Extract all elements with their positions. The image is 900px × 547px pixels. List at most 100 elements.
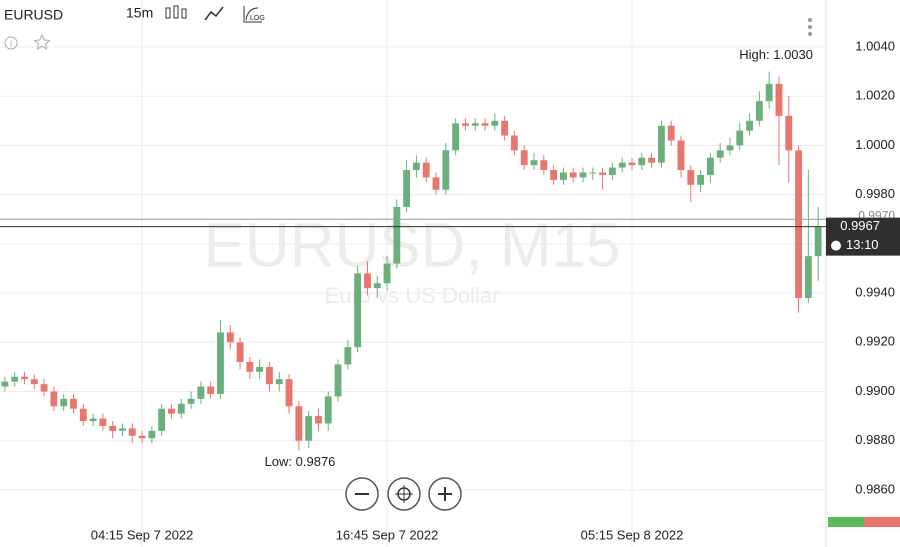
candle-body (608, 167, 616, 175)
indicator-icon[interactable] (204, 6, 224, 21)
candle-body (364, 273, 371, 289)
candle-body (755, 101, 763, 121)
candle-body (461, 123, 469, 126)
candle-body (266, 366, 273, 385)
candle-body (1, 381, 9, 387)
candle-body (119, 428, 126, 431)
buy-bar (828, 517, 864, 527)
svg-text:LOG: LOG (250, 15, 265, 22)
candle-body (452, 123, 460, 151)
chart-type-icon[interactable] (165, 5, 187, 19)
y-tick-label: 0.9880 (855, 432, 895, 447)
info-icon[interactable] (4, 36, 18, 50)
candle-body (638, 157, 646, 166)
candle-body (383, 263, 391, 284)
candle-body (677, 140, 685, 171)
candle-body (775, 83, 783, 116)
candle-body (697, 174, 705, 185)
candle-body (148, 430, 156, 439)
candle-body (324, 396, 332, 424)
candle-body (275, 379, 283, 385)
candle-body (765, 83, 773, 102)
symbol[interactable]: EURUSD (4, 7, 63, 23)
candle-body (256, 366, 264, 372)
candle-body (217, 332, 224, 394)
current-price-label: 0.9967 (840, 218, 880, 233)
candle-body (569, 172, 577, 178)
candle-body (128, 428, 136, 436)
candle-body (481, 123, 489, 126)
candle-body (295, 406, 303, 441)
candle-body (618, 162, 626, 168)
reset-zoom[interactable] (387, 477, 421, 511)
candle-body (177, 403, 185, 414)
grid (0, 0, 826, 547)
candle-body (403, 170, 411, 207)
candle-body (442, 150, 450, 190)
candle-body (510, 135, 518, 151)
candle-body (138, 435, 146, 439)
candle-body (814, 226, 822, 257)
candle-body (657, 125, 665, 163)
high-annotation: High: 1.0030 (739, 47, 813, 62)
zoom-in[interactable] (428, 477, 462, 511)
candle-body (785, 115, 793, 151)
candle-body (628, 162, 636, 166)
candle-body (246, 361, 254, 372)
candle-body (226, 332, 234, 343)
candle-body (187, 398, 195, 404)
candle-body (373, 283, 381, 289)
candle-body (491, 120, 499, 126)
candle-body (795, 150, 802, 298)
candle-body (158, 408, 166, 431)
candle-body (716, 150, 724, 158)
menu-icon[interactable] (808, 18, 812, 36)
candle-body (21, 376, 28, 380)
sell-bar (864, 517, 900, 527)
candle-body (540, 160, 548, 171)
low-annotation: Low: 0.9876 (265, 454, 336, 469)
candle-body (579, 172, 587, 178)
candle-body (726, 145, 734, 151)
y-tick-label: 1.0040 (855, 38, 895, 53)
candle-body (236, 342, 244, 362)
candle-body (30, 379, 38, 385)
candle-body (736, 130, 744, 146)
candle-body (99, 418, 107, 426)
y-tick-label: 1.0020 (855, 88, 895, 103)
candle-body (334, 364, 342, 397)
candle-body (285, 379, 293, 407)
candle-body (315, 416, 322, 424)
candle-body (648, 157, 656, 163)
candle-body (687, 170, 695, 185)
candle-body (804, 256, 812, 298)
candle-body (559, 172, 567, 180)
zoom-out[interactable] (345, 477, 379, 511)
candle-body (432, 177, 440, 190)
y-tick-label: 0.9920 (855, 334, 895, 349)
candle-body (50, 391, 58, 407)
y-tick-label: 0.9980 (855, 186, 895, 201)
y-tick-label: 1.0000 (855, 137, 895, 152)
candle-body (530, 160, 538, 166)
candle-body (354, 273, 362, 348)
candle-body (344, 347, 352, 365)
y-tick-label: 0.9860 (855, 481, 895, 496)
timeframe[interactable]: 15m (126, 5, 153, 21)
candle-body (305, 416, 313, 441)
favorite-icon[interactable] (33, 33, 51, 51)
candle-body (70, 398, 77, 409)
x-tick-label: 16:45 Sep 7 2022 (336, 527, 439, 542)
x-tick-label: 04:15 Sep 7 2022 (91, 527, 194, 542)
candle-body (79, 408, 87, 422)
candle-body (589, 172, 597, 174)
candle-body (197, 386, 205, 399)
log-icon[interactable]: LOG (243, 6, 265, 23)
candle-body (550, 170, 558, 180)
y-tick-label: 0.9900 (855, 383, 895, 398)
candle-body (422, 162, 430, 178)
candle-body (501, 120, 509, 136)
candle-body (40, 384, 48, 392)
candle-body (471, 123, 479, 126)
